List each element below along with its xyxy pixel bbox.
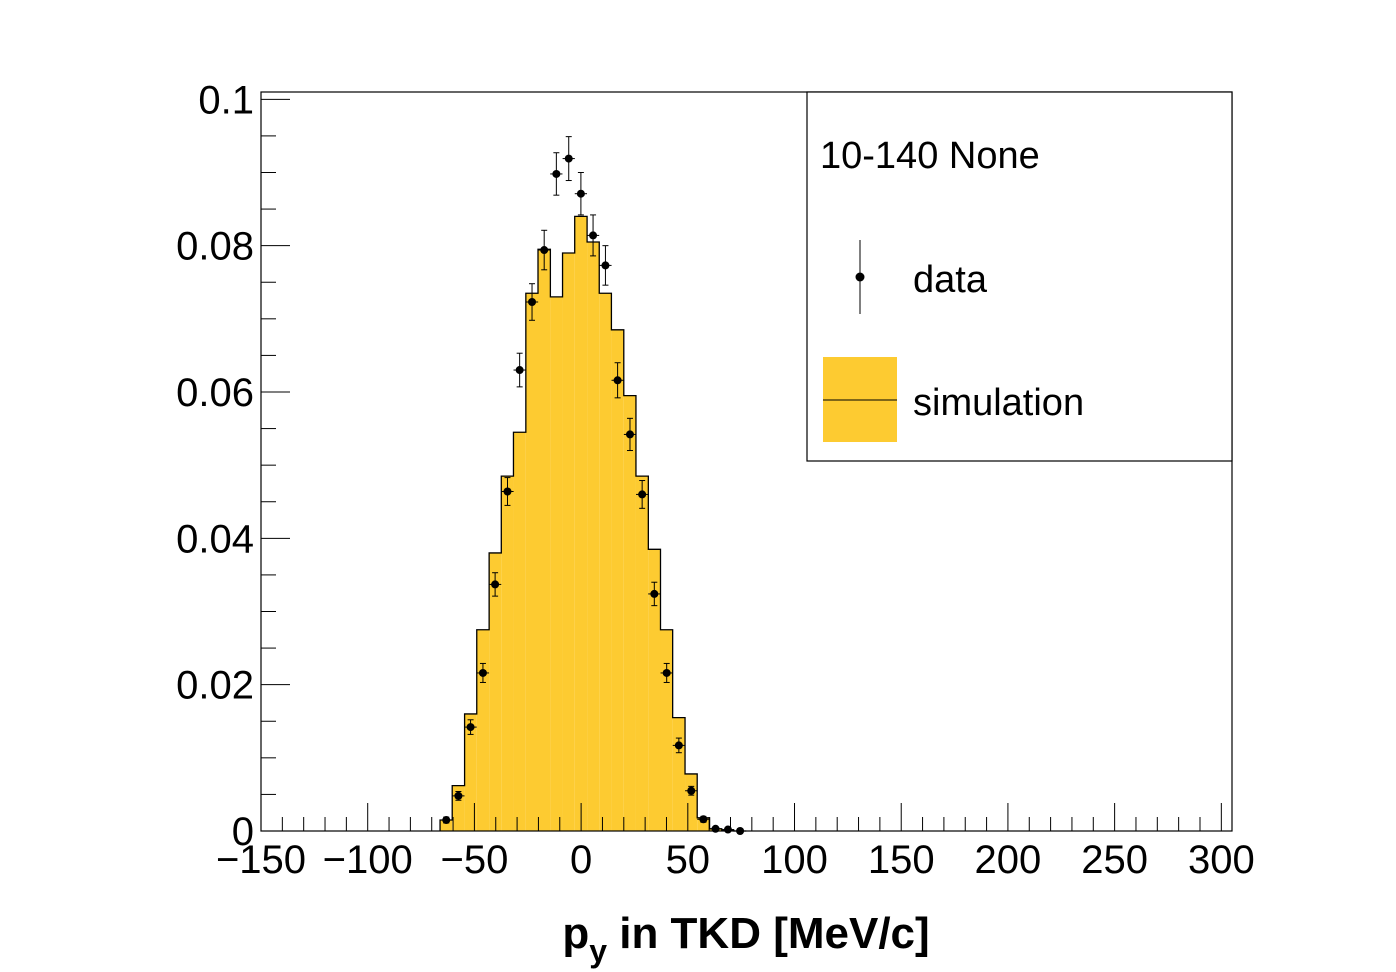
data-point xyxy=(623,417,637,452)
data-point-marker xyxy=(711,824,720,833)
data-point xyxy=(440,816,453,825)
x-tick-label: 200 xyxy=(975,838,1042,882)
data-point-marker xyxy=(650,589,659,598)
data-point-marker xyxy=(699,815,708,824)
data-point-marker xyxy=(589,231,598,240)
simulation-bin xyxy=(489,552,502,831)
x-tick-label: 300 xyxy=(1188,838,1255,882)
simulation-bin xyxy=(648,549,661,831)
x-axis-title-rest: in TKD [MeV/c] xyxy=(607,909,930,958)
simulation-bin xyxy=(574,216,588,832)
legend-simulation-label: simulation xyxy=(913,382,1084,424)
data-points xyxy=(440,136,747,835)
x-tick-label: −150 xyxy=(216,838,306,882)
data-point xyxy=(672,737,685,754)
simulation-bin xyxy=(672,717,686,831)
data-point-marker xyxy=(454,791,463,800)
simulation-bin xyxy=(587,241,600,831)
data-point xyxy=(586,214,600,257)
simulation-bin xyxy=(550,296,563,831)
data-point-marker xyxy=(564,154,573,163)
data-point-marker xyxy=(662,668,671,677)
y-tick-label: 0.02 xyxy=(176,664,254,708)
data-point-marker xyxy=(466,723,475,732)
data-point xyxy=(611,362,624,399)
x-tick-label: 50 xyxy=(666,838,711,882)
simulation-bin xyxy=(660,629,673,831)
data-point xyxy=(562,136,575,182)
data-point xyxy=(721,825,735,834)
simulation-outline xyxy=(439,215,747,832)
data-point xyxy=(599,245,612,286)
legend-data-marker xyxy=(855,240,865,314)
data-point xyxy=(550,152,563,196)
legend-data-label: data xyxy=(913,259,988,301)
y-tick-label: 0.04 xyxy=(176,517,254,561)
data-point xyxy=(452,790,465,801)
x-axis-title-subscript: y xyxy=(589,933,607,969)
simulation-bin xyxy=(623,395,636,831)
x-axis: −150 −100 −50 0 50 100 150 200 250 300 xyxy=(216,803,1255,882)
legend: 10-140 None data simulation xyxy=(806,91,1233,462)
simulation-bin xyxy=(476,629,490,831)
data-point xyxy=(513,352,526,388)
data-point xyxy=(488,572,502,597)
simulation-bin xyxy=(440,820,453,831)
x-tick-label: 250 xyxy=(1081,838,1148,882)
x-axis-title-main: p xyxy=(562,909,589,958)
data-point-marker xyxy=(638,490,647,499)
data-point-marker xyxy=(552,169,561,178)
x-tick-label: −50 xyxy=(440,838,508,882)
data-point xyxy=(476,662,490,683)
data-point-marker xyxy=(442,816,451,825)
simulation-bin xyxy=(513,432,526,831)
data-point xyxy=(685,785,698,796)
data-point xyxy=(636,480,649,509)
data-point xyxy=(464,719,477,735)
y-axis: 0 0.02 0.04 0.06 0.08 0.1 xyxy=(176,78,290,854)
legend-data-dot xyxy=(855,272,865,282)
simulation-bin xyxy=(538,249,551,831)
data-point-marker xyxy=(674,741,683,750)
y-tick-label: 0 xyxy=(232,810,254,854)
data-point-marker xyxy=(687,786,696,795)
simulation-bin xyxy=(562,252,575,832)
data-point-marker xyxy=(540,246,549,255)
simulation-bin xyxy=(501,476,514,831)
y-tick-label: 0.08 xyxy=(176,225,254,269)
y-tick-label: 0.06 xyxy=(176,371,254,415)
data-point-marker xyxy=(478,668,487,677)
simulation-bin xyxy=(464,713,477,831)
simulation-bin xyxy=(525,293,539,831)
data-point xyxy=(648,581,661,607)
simulation-bin xyxy=(599,293,612,831)
data-point-marker xyxy=(528,297,537,306)
data-point xyxy=(660,662,673,683)
simulation-bin xyxy=(611,329,624,831)
data-point xyxy=(501,477,514,506)
data-point-marker xyxy=(625,430,634,439)
data-point xyxy=(709,824,722,833)
x-tick-label: 0 xyxy=(570,838,592,882)
data-point xyxy=(525,283,539,321)
x-axis-title: py in TKD [MeV/c] xyxy=(562,909,929,969)
simulation-bin xyxy=(685,773,698,831)
y-tick-label: 0.1 xyxy=(198,78,254,122)
data-point-marker xyxy=(515,366,524,375)
data-point-marker xyxy=(503,487,512,496)
legend-header: 10-140 None xyxy=(820,135,1040,177)
data-point xyxy=(574,171,588,216)
data-point-marker xyxy=(491,580,500,589)
data-point xyxy=(538,229,551,271)
x-tick-label: 100 xyxy=(761,838,828,882)
x-tick-label: 150 xyxy=(868,838,935,882)
data-point-marker xyxy=(613,376,622,385)
data-point-marker xyxy=(601,261,610,270)
x-tick-label: −100 xyxy=(323,838,413,882)
simulation-histogram xyxy=(439,215,747,832)
simulation-bin xyxy=(635,476,649,831)
data-point-marker xyxy=(576,189,585,198)
data-point xyxy=(697,815,710,824)
